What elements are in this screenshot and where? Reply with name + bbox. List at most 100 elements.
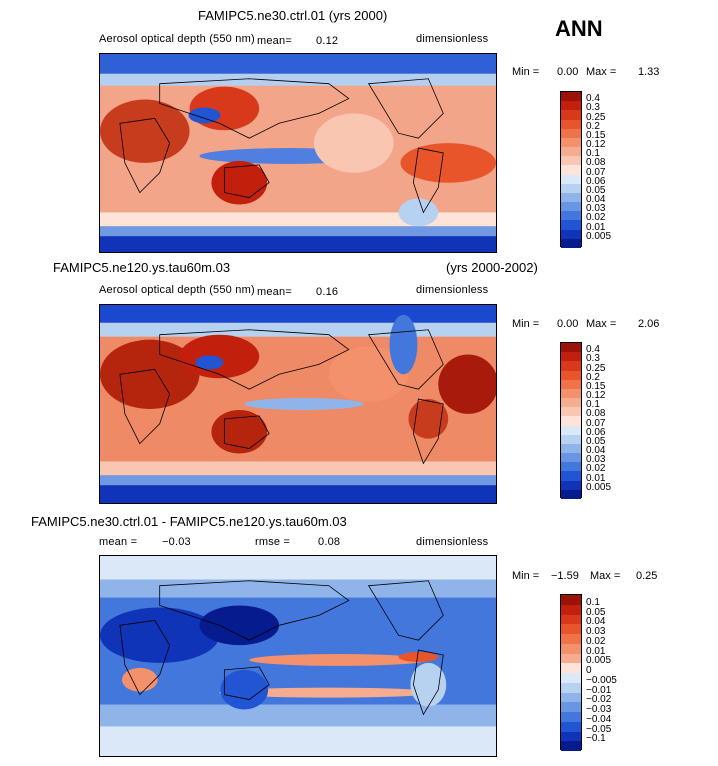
units-label: dimensionless — [416, 33, 489, 45]
map-field — [100, 54, 496, 252]
colorbar-label: 0.01 — [586, 221, 606, 233]
min-label: Min = — [512, 318, 540, 330]
units-label: dimensionless — [416, 284, 489, 296]
colorbar-segment — [561, 595, 581, 605]
colorbar-segment — [561, 604, 581, 615]
colorbar-segment — [561, 174, 581, 184]
colorbar-segment — [561, 398, 581, 408]
colorbar-label: 0.02 — [586, 635, 606, 647]
colorbar-label: 0.4 — [586, 93, 600, 105]
rmse-label: rmse = — [255, 536, 291, 548]
colorbar-segment — [561, 731, 581, 742]
panel-years: (yrs 2000-2002) — [446, 260, 538, 275]
colorbar-segment — [561, 634, 581, 644]
colorbar-label: −0.01 — [586, 684, 612, 696]
colorbar-label: 0.005 — [586, 655, 612, 667]
colorbar-label: 0.4 — [586, 344, 600, 356]
colorbar-segment — [561, 425, 581, 435]
max-label: Max = — [586, 66, 617, 78]
colorbar-segment — [561, 624, 581, 634]
field-name: Aerosol optical depth (550 nm) — [99, 284, 255, 296]
max-value: 1.33 — [638, 66, 660, 78]
mean-label: mean= — [257, 35, 292, 47]
colorbar-segment — [561, 643, 581, 654]
max-value: 2.06 — [638, 318, 660, 330]
colorbar — [560, 594, 582, 751]
colorbar-label: 0.01 — [586, 472, 606, 484]
colorbar-segment — [561, 370, 581, 380]
colorbar-label: 0.06 — [586, 426, 606, 438]
colorbar — [560, 342, 582, 499]
colorbar-label: 0.005 — [586, 230, 612, 242]
colorbar-segment — [561, 156, 581, 166]
colorbar-segment — [561, 663, 581, 673]
colorbar-label: −0.02 — [586, 694, 612, 706]
colorbar-label: 0.03 — [586, 626, 606, 637]
colorbar-segment — [561, 653, 581, 664]
colorbar-label: −0.1 — [586, 733, 606, 745]
colorbar-segment — [561, 379, 581, 389]
colorbar-label: 0 — [586, 665, 592, 676]
min-value: −1.59 — [551, 570, 579, 582]
mean-value: 0.12 — [316, 35, 339, 47]
colorbar-segment — [561, 407, 581, 417]
map-field — [100, 305, 496, 503]
panel-title: FAMIPC5.ne120.ys.tau60m.03 — [53, 260, 231, 275]
panel-title: FAMIPC5.ne30.ctrl.01 - FAMIPC5.ne120.ys.… — [31, 514, 347, 529]
mean-value: −0.03 — [162, 536, 191, 548]
colorbar-segment — [561, 692, 581, 703]
colorbar-label: 0.04 — [586, 194, 606, 206]
colorbar-segment — [561, 443, 581, 454]
colorbar-label: 0.04 — [586, 445, 606, 457]
colorbar-label: −0.04 — [586, 713, 612, 725]
min-label: Min = — [512, 570, 540, 582]
colorbar-label: 0.05 — [586, 184, 606, 196]
mean-label: mean= — [257, 286, 292, 298]
colorbar-label: 0.07 — [586, 166, 606, 178]
colorbar-segment — [561, 147, 581, 157]
colorbar-label: 0.005 — [586, 481, 612, 493]
min-label: Min = — [512, 66, 540, 78]
colorbar-segment — [561, 471, 581, 481]
colorbar-label: 0.12 — [586, 139, 606, 151]
colorbar — [560, 91, 582, 248]
colorbar-label: −0.05 — [586, 723, 612, 735]
colorbar-segment — [561, 673, 581, 683]
colorbar-label: 0.02 — [586, 212, 606, 224]
colorbar-segment — [561, 489, 581, 499]
colorbar-segment — [561, 128, 581, 138]
units-label: dimensionless — [416, 536, 489, 548]
colorbar-segment — [561, 343, 581, 353]
colorbar-segment — [561, 416, 581, 426]
colorbar-segment — [561, 361, 581, 371]
colorbar-label: 0.2 — [586, 371, 600, 383]
min-value: 0.00 — [557, 66, 579, 78]
max-value: 0.25 — [636, 570, 658, 582]
colorbar-label: 0.02 — [586, 463, 606, 475]
panel-title: FAMIPC5.ne30.ctrl.01 (yrs 2000) — [198, 8, 388, 23]
colorbar-segment — [561, 721, 581, 732]
colorbar-label: 0.3 — [586, 353, 600, 365]
colorbar-segment — [561, 92, 581, 102]
colorbar-segment — [561, 434, 581, 444]
colorbar-label: 0.25 — [586, 111, 606, 123]
colorbar-segment — [561, 119, 581, 129]
colorbar-segment — [561, 712, 581, 722]
colorbar-label: 0.1 — [586, 399, 600, 411]
colorbar-segment — [561, 137, 581, 148]
min-value: 0.00 — [557, 318, 579, 330]
max-label: Max = — [590, 570, 621, 582]
colorbar-segment — [561, 202, 581, 212]
map-field — [100, 556, 496, 756]
colorbar-label: 0.15 — [586, 380, 606, 392]
max-label: Max = — [586, 318, 617, 330]
colorbar-segment — [561, 614, 581, 625]
colorbar-label: 0.06 — [586, 175, 606, 187]
colorbar-label: 0.15 — [586, 129, 606, 141]
colorbar-label: 0.01 — [586, 645, 606, 657]
colorbar-segment — [561, 741, 581, 751]
colorbar-label: −0.005 — [586, 674, 617, 686]
colorbar-label: 0.1 — [586, 148, 600, 160]
season-label: ANN — [555, 16, 603, 41]
colorbar-label: −0.03 — [586, 704, 612, 715]
